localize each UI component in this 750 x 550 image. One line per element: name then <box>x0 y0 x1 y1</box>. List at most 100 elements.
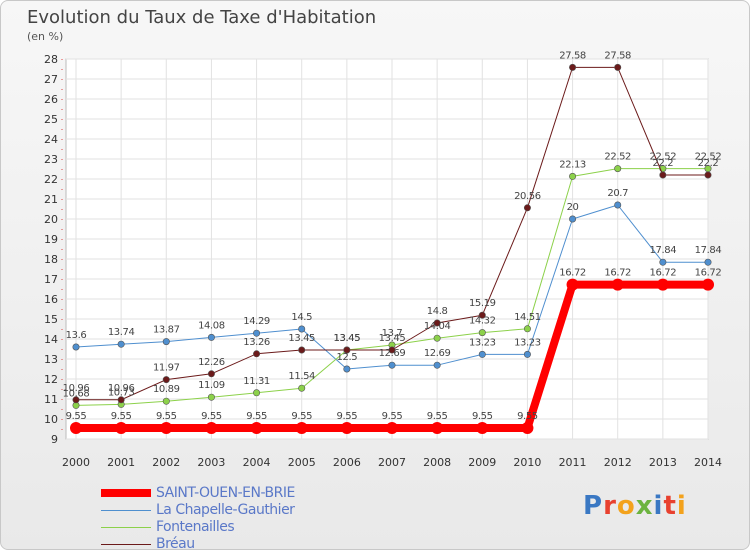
logo-letter: r <box>603 491 617 521</box>
data-label: 16.72 <box>559 268 586 279</box>
data-point <box>343 365 351 373</box>
y-tick-label: 17 <box>44 273 58 286</box>
data-point <box>614 201 622 209</box>
plot-area <box>65 58 709 440</box>
data-point <box>478 311 486 319</box>
logo-letter: P <box>583 491 604 521</box>
data-label: 20.7 <box>607 188 628 199</box>
data-label: 13.7 <box>382 328 403 339</box>
data-label: 14.5 <box>291 312 312 323</box>
y-tick-label: 15 <box>44 313 58 326</box>
data-point <box>340 422 353 434</box>
data-point <box>70 422 82 434</box>
data-point <box>250 422 263 434</box>
data-point <box>205 422 218 434</box>
data-label: 22.52 <box>695 152 722 163</box>
y-tick-label: 23 <box>44 153 58 166</box>
data-label: 10.68 <box>63 388 90 399</box>
y-tick-label: 19 <box>44 233 58 246</box>
data-label: 9.55 <box>246 411 267 422</box>
data-label: 9.55 <box>156 411 177 422</box>
y-tick-label: 26 <box>44 93 58 106</box>
data-label: 14.32 <box>469 316 496 327</box>
data-point <box>386 422 398 434</box>
x-tick-label: 2000 <box>62 456 90 469</box>
data-label: 13.45 <box>379 333 406 344</box>
data-point <box>569 215 577 223</box>
data-point <box>523 350 531 358</box>
data-point <box>343 346 351 354</box>
y-tick-label: 28 <box>44 53 58 66</box>
data-label: 10.89 <box>153 384 180 395</box>
x-tick-label: 2005 <box>288 456 316 469</box>
data-point <box>115 422 128 434</box>
data-label: 12.5 <box>337 352 358 363</box>
x-tick-label: 2011 <box>559 456 587 469</box>
data-point <box>569 63 577 71</box>
data-label: 11.97 <box>153 363 180 374</box>
data-label: 14.08 <box>198 320 225 331</box>
data-label: 10.96 <box>108 383 135 394</box>
data-point <box>207 333 215 341</box>
data-point <box>253 350 261 358</box>
legend-label: SAINT-OUEN-EN-BRIE <box>156 485 295 501</box>
data-point <box>431 422 444 434</box>
data-label: 9.55 <box>517 411 538 422</box>
y-tick-label: 9 <box>51 433 58 446</box>
y-tick-label: 16 <box>44 293 58 306</box>
data-point <box>656 278 669 291</box>
logo-letter: t <box>663 491 677 521</box>
data-point <box>117 396 125 404</box>
data-point <box>72 396 80 404</box>
y-tick-label: 22 <box>44 173 58 186</box>
data-point <box>476 422 489 434</box>
data-label: 15.19 <box>469 298 496 309</box>
data-label: 9.55 <box>201 411 222 422</box>
data-point <box>478 350 486 358</box>
data-point <box>160 422 173 434</box>
data-label: 12.26 <box>198 357 225 368</box>
legend-swatch <box>101 510 151 511</box>
data-point <box>566 278 579 291</box>
legend-swatch <box>101 544 151 545</box>
legend-label: Bréau <box>156 536 195 550</box>
x-tick-label: 2013 <box>649 456 677 469</box>
legend-label: La Chapelle-Gauthier <box>156 502 295 518</box>
proxiti-logo: Proxiti <box>583 491 687 521</box>
data-label: 14.51 <box>514 312 541 323</box>
logo-letter: i <box>653 491 664 521</box>
data-point <box>659 171 667 179</box>
data-label: 22.13 <box>559 159 586 170</box>
data-point <box>253 389 261 397</box>
data-point <box>388 346 396 354</box>
data-label: 17.84 <box>695 245 722 256</box>
y-tick-label: 10 <box>44 413 58 426</box>
x-tick-label: 2012 <box>604 456 632 469</box>
data-label: 14.29 <box>243 316 270 327</box>
data-label: 9.55 <box>337 411 358 422</box>
data-point <box>162 338 170 346</box>
data-label: 22.52 <box>604 152 631 163</box>
data-label: 27.58 <box>559 50 586 61</box>
y-tick-label: 14 <box>44 333 58 346</box>
data-point <box>521 422 534 434</box>
data-label: 9.55 <box>382 411 403 422</box>
x-tick-label: 2009 <box>468 456 496 469</box>
data-point <box>523 325 531 333</box>
y-tick-label: 21 <box>44 193 58 206</box>
data-label: 10.96 <box>63 383 90 394</box>
data-label: 9.55 <box>472 411 493 422</box>
data-point <box>433 319 441 327</box>
x-tick-label: 2002 <box>152 456 180 469</box>
logo-letter: i <box>676 491 687 521</box>
data-label: 13.23 <box>514 337 541 348</box>
data-point <box>298 325 306 333</box>
y-tick-label: 11 <box>44 393 58 406</box>
data-point <box>207 370 215 378</box>
x-tick-label: 2006 <box>333 456 361 469</box>
data-point <box>478 329 486 337</box>
data-label: 22.2 <box>653 158 674 169</box>
x-tick-label: 2004 <box>243 456 271 469</box>
data-label: 13.6 <box>66 330 87 341</box>
